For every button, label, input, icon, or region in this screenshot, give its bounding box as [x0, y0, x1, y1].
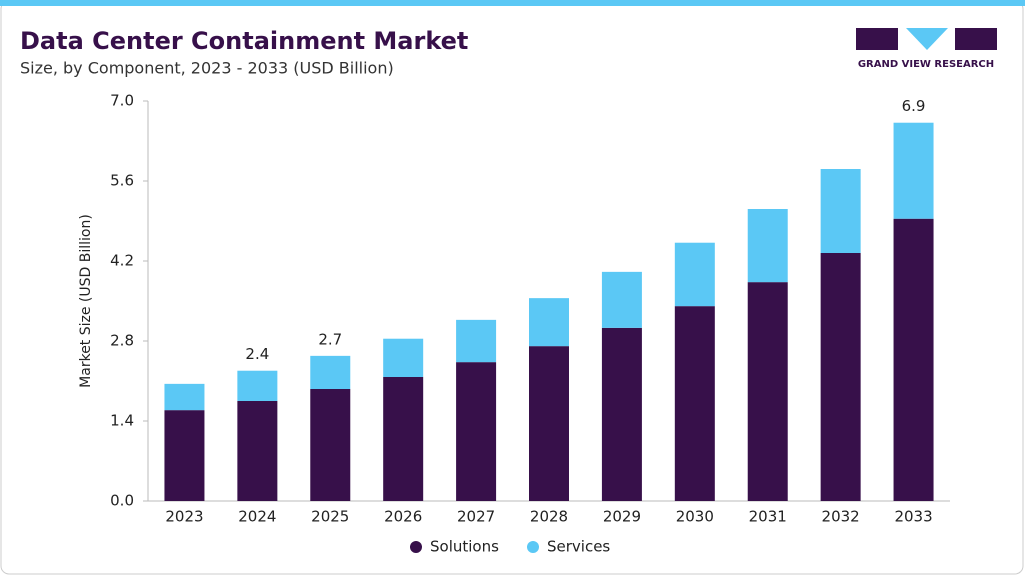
- logo-text: GRAND VIEW RESEARCH: [858, 59, 994, 70]
- legend-label: Solutions: [430, 538, 499, 556]
- bar-segment: [237, 370, 278, 401]
- total-label: 2.4: [245, 345, 269, 363]
- x-tick-label: 2032: [822, 508, 860, 526]
- bar-segment: [529, 298, 569, 347]
- bar-segment: [893, 218, 934, 501]
- logo-v: [906, 28, 948, 50]
- x-tick-label: 2029: [603, 508, 641, 526]
- x-tick-label: 2031: [749, 508, 787, 526]
- bar-segment: [601, 327, 642, 501]
- bar-segment: [893, 122, 934, 219]
- x-tick-label: 2025: [311, 508, 349, 526]
- bar-segment: [674, 242, 715, 307]
- bar-segment: [456, 362, 497, 501]
- legend-swatch: [527, 541, 539, 553]
- bar-segment: [383, 338, 424, 377]
- top-band: [0, 0, 1025, 6]
- y-tick-label: 4.2: [110, 252, 134, 270]
- bar-segment: [310, 355, 351, 389]
- logo-r: [955, 28, 997, 50]
- bar-segment: [310, 389, 351, 501]
- bar-segment: [601, 271, 642, 328]
- x-tick-label: 2026: [384, 508, 422, 526]
- total-label: 6.9: [902, 97, 926, 115]
- bar-segment: [820, 253, 861, 501]
- x-tick-label: 2027: [457, 508, 495, 526]
- y-tick-label: 7.0: [110, 92, 134, 110]
- bar-segment: [164, 383, 205, 411]
- legend-label: Services: [547, 538, 610, 556]
- x-tick-label: 2033: [894, 508, 932, 526]
- bar-segment: [529, 346, 569, 501]
- bar-segment: [164, 410, 205, 501]
- y-tick-label: 5.6: [110, 172, 134, 190]
- bar-segment: [747, 282, 788, 501]
- chart-title: Data Center Containment Market: [20, 27, 468, 55]
- y-axis-label: Market Size (USD Billion): [78, 214, 94, 388]
- y-tick-label: 1.4: [110, 412, 134, 430]
- total-label: 2.7: [318, 330, 342, 348]
- x-tick-label: 2023: [165, 508, 203, 526]
- bar-segment: [237, 401, 278, 501]
- legend-swatch: [410, 541, 422, 553]
- logo-g: [856, 28, 898, 50]
- bar-segment: [820, 169, 861, 253]
- bar-segment: [383, 377, 424, 501]
- bar-segment: [456, 319, 497, 363]
- x-tick-label: 2030: [676, 508, 714, 526]
- x-tick-label: 2028: [530, 508, 568, 526]
- y-tick-label: 0.0: [110, 492, 134, 510]
- logo: GRAND VIEW RESEARCH: [856, 28, 997, 70]
- chart-subtitle: Size, by Component, 2023 - 2033 (USD Bil…: [20, 59, 394, 78]
- bar-segment: [747, 209, 788, 283]
- x-tick-label: 2024: [238, 508, 276, 526]
- bar-segment: [674, 306, 715, 501]
- y-tick-label: 2.8: [110, 332, 134, 350]
